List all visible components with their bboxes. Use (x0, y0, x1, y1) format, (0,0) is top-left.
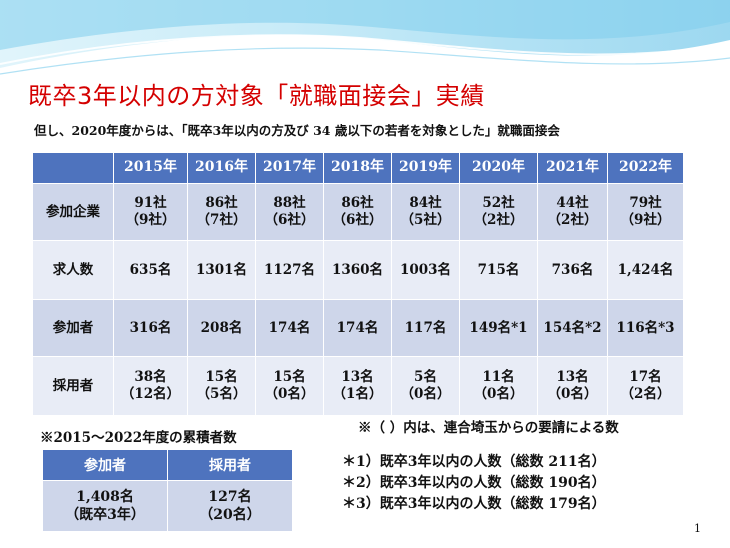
footnote: ＊2）既卒3年以内の人数（総数 190名） (342, 475, 606, 491)
cumulative-header: 参加者 (42, 449, 168, 481)
header-wave-banner (0, 0, 730, 75)
cumulative-title: ※2015～2022年度の累積者数 (40, 430, 237, 446)
table-cell: 13名 （0名） (537, 356, 608, 416)
table-cell: 715名 (459, 240, 538, 300)
table-cell: 88社 （6社） (255, 183, 324, 241)
table-cell: 86社 （7社） (187, 183, 256, 241)
table-cell: 1360名 (323, 240, 392, 300)
table-cell: 149名*1 (459, 299, 538, 357)
year-header: 2021年 (537, 152, 608, 184)
year-header: 2019年 (391, 152, 460, 184)
year-header: 2017年 (255, 152, 324, 184)
year-header: 2020年 (459, 152, 538, 184)
table-cell: 1003名 (391, 240, 460, 300)
table-cell: 52社 （2社） (459, 183, 538, 241)
footnote: ＊3）既卒3年以内の人数（総数 179名） (342, 496, 606, 512)
table-row: 参加者 316名 208名 174名 174名 117名 149名*1 154名… (32, 299, 684, 357)
page-title: 既卒3年以内の方対象「就職面接会」実績 (28, 82, 485, 110)
table-cell: 79社 （9社） (607, 183, 684, 241)
cumulative-table: 参加者 採用者 1,408名 （既卒3年） 127名 （20名） (42, 449, 293, 532)
footnote: ＊1）既卒3年以内の人数（総数 211名） (342, 454, 606, 470)
table-row: 参加企業 91社 （9社） 86社 （7社） 88社 （6社） 86社 （6社） 84社… (32, 183, 684, 241)
footnotes: ＊1）既卒3年以内の人数（総数 211名） ＊2）既卒3年以内の人数（総数 19… (342, 452, 606, 515)
cumulative-value-row: 1,408名 （既卒3年） 127名 （20名） (42, 480, 293, 532)
cumulative-cell: 1,408名 （既卒3年） (42, 480, 168, 532)
table-cell: 44社 （2社） (537, 183, 608, 241)
corner-cell (32, 152, 114, 184)
year-header: 2022年 (607, 152, 684, 184)
page-subtitle: 但し、2020年度からは、「既卒3年以内の方及び 34 歳以下の若者を対象とした… (34, 123, 560, 138)
table-cell: 91社 （9社） (113, 183, 188, 241)
year-header: 2015年 (113, 152, 188, 184)
year-header-row: 2015年 2016年 2017年 2018年 2019年 2020年 2021… (32, 152, 684, 184)
table-cell: 17名 （2名） (607, 356, 684, 416)
table-cell: 15名 （0名） (255, 356, 324, 416)
table-cell: 11名 （0名） (459, 356, 538, 416)
year-header: 2018年 (323, 152, 392, 184)
table-cell: 635名 (113, 240, 188, 300)
table-cell: 116名*3 (607, 299, 684, 357)
table-cell: 84社 （5社） (391, 183, 460, 241)
table-cell: 316名 (113, 299, 188, 357)
cumulative-cell: 127名 （20名） (167, 480, 293, 532)
table-cell: 1,424名 (607, 240, 684, 300)
row-label: 参加者 (32, 299, 114, 357)
table-cell: 1127名 (255, 240, 324, 300)
page-number: 1 (694, 522, 701, 535)
table-cell: 154名*2 (537, 299, 608, 357)
year-header: 2016年 (187, 152, 256, 184)
table-row: 採用者 38名 （12名） 15名 （5名） 15名 （0名） 13名 （1名） 5名（… (32, 356, 684, 416)
table-cell: 5名 （0名） (391, 356, 460, 416)
parenthesis-note: ※（ ）内は、連合埼玉からの要請による数 (358, 420, 619, 436)
table-cell: 174名 (323, 299, 392, 357)
row-label: 採用者 (32, 356, 114, 416)
table-cell: 117名 (391, 299, 460, 357)
table-cell: 15名 （5名） (187, 356, 256, 416)
cumulative-header: 採用者 (167, 449, 293, 481)
table-cell: 86社 （6社） (323, 183, 392, 241)
table-cell: 1301名 (187, 240, 256, 300)
row-label: 参加企業 (32, 183, 114, 241)
table-cell: 736名 (537, 240, 608, 300)
row-label: 求人数 (32, 240, 114, 300)
table-cell: 13名 （1名） (323, 356, 392, 416)
table-cell: 38名 （12名） (113, 356, 188, 416)
table-cell: 208名 (187, 299, 256, 357)
table-cell: 174名 (255, 299, 324, 357)
cumulative-header-row: 参加者 採用者 (42, 449, 293, 481)
results-table: 2015年 2016年 2017年 2018年 2019年 2020年 2021… (32, 152, 684, 416)
table-row: 求人数 635名 1301名 1127名 1360名 1003名 715名 73… (32, 240, 684, 300)
